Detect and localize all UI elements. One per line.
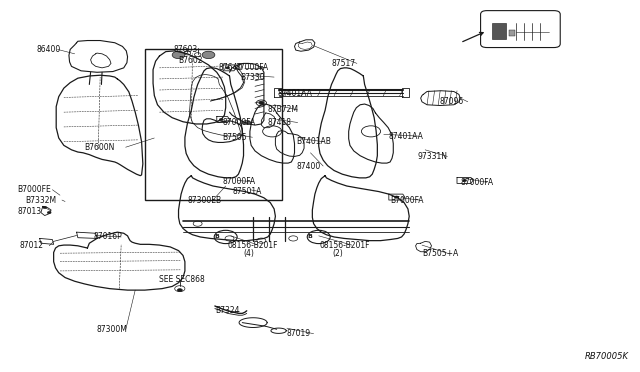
Text: 87640: 87640 [218, 63, 243, 72]
Text: 97331N: 97331N [417, 152, 447, 161]
Text: B7600N: B7600N [84, 143, 115, 152]
Bar [509, 30, 515, 36]
Text: RB70005K: RB70005K [585, 352, 629, 361]
Text: B7505+A: B7505+A [422, 249, 458, 258]
Bar [145, 49, 282, 200]
Bar [492, 23, 506, 39]
Circle shape [202, 51, 215, 59]
Text: 87300EB: 87300EB [188, 196, 221, 205]
Circle shape [226, 67, 230, 69]
Text: 87501A: 87501A [232, 187, 261, 196]
Text: B7000FE: B7000FE [17, 185, 51, 194]
Text: B7332M: B7332M [26, 196, 57, 205]
Text: B7324: B7324 [215, 306, 239, 315]
Text: B7602: B7602 [179, 56, 203, 65]
Circle shape [220, 118, 223, 121]
Text: 87401AA: 87401AA [388, 132, 423, 141]
Text: 87418: 87418 [268, 118, 292, 127]
Text: 08156-B201F: 08156-B201F [228, 241, 278, 250]
Text: 87000FA: 87000FA [223, 118, 255, 127]
Text: 87B72M: 87B72M [268, 105, 299, 115]
Circle shape [259, 102, 264, 105]
Text: 87013: 87013 [17, 206, 42, 216]
Text: 87016P: 87016P [94, 232, 122, 241]
Text: B7505: B7505 [223, 133, 247, 142]
Text: 87012: 87012 [19, 241, 44, 250]
Circle shape [177, 289, 182, 292]
Text: B: B [214, 234, 220, 240]
Circle shape [394, 196, 398, 198]
Text: 08156-B201F: 08156-B201F [320, 241, 371, 250]
Text: B7000FA: B7000FA [390, 196, 424, 205]
Text: 87096: 87096 [440, 97, 464, 106]
Text: 87019: 87019 [287, 329, 311, 338]
Text: 87400: 87400 [296, 161, 321, 170]
Text: B: B [307, 234, 312, 240]
Text: SEE SEC868: SEE SEC868 [159, 275, 205, 283]
Text: 87401AA: 87401AA [277, 89, 312, 98]
Text: 86400: 86400 [36, 45, 61, 54]
Text: 87000FA: 87000FA [223, 177, 255, 186]
Text: 87000FA: 87000FA [236, 63, 269, 72]
Circle shape [243, 120, 250, 125]
Text: 87603: 87603 [173, 45, 198, 54]
Text: (4): (4) [244, 249, 255, 258]
Circle shape [47, 211, 51, 214]
Text: B7401AB: B7401AB [296, 137, 332, 146]
Circle shape [172, 51, 185, 59]
Text: (2): (2) [333, 249, 344, 258]
Text: 87000FA: 87000FA [460, 178, 493, 187]
Text: 87300M: 87300M [97, 326, 128, 334]
Text: B7330: B7330 [241, 73, 265, 81]
Text: 87517: 87517 [332, 59, 356, 68]
Circle shape [463, 179, 467, 182]
Circle shape [43, 206, 47, 209]
